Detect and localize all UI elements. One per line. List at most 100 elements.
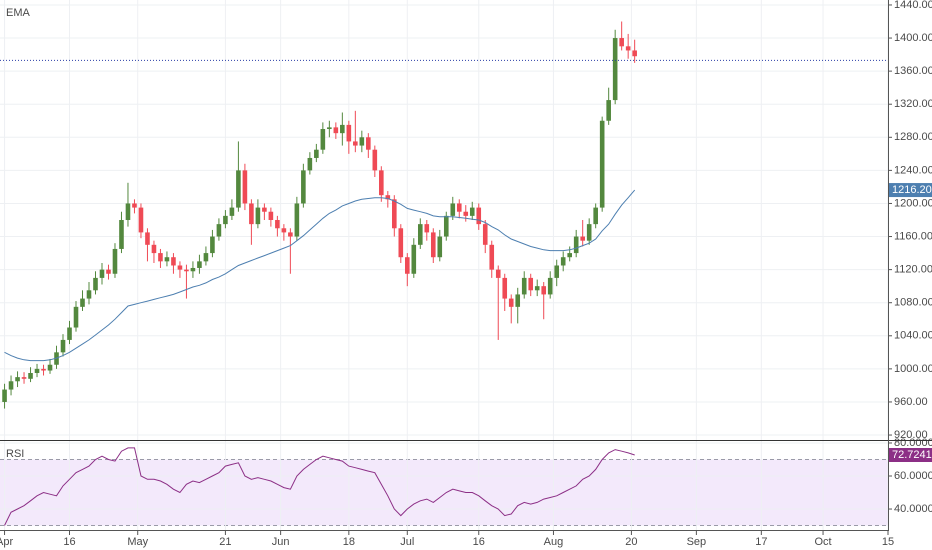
candle-body [353,141,358,146]
candle-body [612,38,618,101]
x-tick-label: 17 [755,536,767,548]
panel-title: RSI [6,448,24,460]
candle-body [125,203,131,220]
x-tick-label: Oct [814,536,831,548]
y-tick-label: 1440.00 [894,0,932,11]
y-tick-label: 960.00 [894,396,928,408]
candle-body [151,244,157,254]
candle-body [333,127,339,134]
candle-body [411,244,417,274]
x-tick-label: 20 [625,536,637,548]
candle-body [171,257,176,266]
last-value-label: 1216.20 [892,184,932,196]
candle-body [2,389,7,402]
y-tick-label: 1240.00 [894,164,932,176]
x-tick-label: 21 [219,536,231,548]
candle-body [515,294,521,307]
candle-body [177,265,183,270]
y-tick-label: 60.0000 [894,470,932,482]
candle-body [398,228,404,258]
candle-body [495,269,501,278]
candle-body [580,236,585,241]
candle-body [632,50,637,57]
x-tick-label: Jun [272,536,290,548]
candle-body [8,381,14,390]
x-tick-label: Aug [544,536,564,548]
candle-body [625,46,631,51]
x-tick-label: 15 [882,536,894,548]
candle-body [197,261,202,268]
candle-body [404,257,410,274]
candle-body [586,224,592,241]
candle-body [463,211,469,216]
candle-body [93,277,98,291]
candle-body [502,277,508,299]
y-tick-label: 1160.00 [894,230,932,242]
candle-body [34,368,40,374]
candle-body [21,377,27,379]
candle-body [599,120,605,208]
candle-body [15,377,20,382]
last-value-label: 72.7241 [892,449,932,461]
candle-body [80,298,85,307]
candle-body [236,170,241,208]
candle-body [469,207,475,216]
x-tick-label: Jul [400,536,414,548]
candle-body [521,277,527,295]
candle-body [28,373,33,379]
candle-body [112,248,118,274]
candle-body [379,170,384,196]
y-tick-label: 1200.00 [894,197,932,209]
candle-body [593,207,598,225]
candle-body [203,253,209,262]
candle-body [145,232,150,245]
x-tick-label: Apr [0,536,13,548]
candle-body [340,124,345,134]
last-value-box [889,183,932,198]
candle-body [268,211,274,220]
candle-body [327,127,332,130]
x-tick-label: May [127,536,148,548]
candle-body [430,232,436,258]
candle-body [288,232,293,237]
candle-body [554,265,560,278]
x-tick-label: 16 [473,536,485,548]
candle-body [567,253,572,258]
candle-body [424,224,430,233]
candle-body [190,267,196,272]
last-value-box [889,447,932,462]
candle-body [301,170,306,204]
candle-body [450,203,456,216]
candle-body [41,368,46,371]
candle-body [164,257,170,262]
candle-body [106,269,111,274]
candle-body [138,207,144,233]
x-tick-label: Sep [687,536,707,548]
candle-body [249,203,254,225]
candle-body [606,100,611,121]
candle-body [392,199,397,229]
ema-line [4,189,636,362]
candle-body [223,215,228,225]
x-tick-label: 16 [63,536,75,548]
candle-body [366,137,371,150]
candle-body [307,157,313,171]
candle-body [275,220,280,229]
candle-body [346,124,352,142]
candle-body [547,277,553,295]
rsi-band [0,459,888,526]
rsi-line [4,447,635,526]
candle-body [541,286,547,295]
candle-body [86,290,92,299]
y-tick-label: 80.0000 [894,437,932,449]
candle-body [560,257,566,266]
candle-body [132,203,137,208]
candle-body [262,207,267,212]
panel-title: EMA [6,7,31,19]
candle-body [60,339,66,353]
candle-body [320,129,326,150]
candle-body [281,228,287,233]
candle-body [456,203,462,212]
